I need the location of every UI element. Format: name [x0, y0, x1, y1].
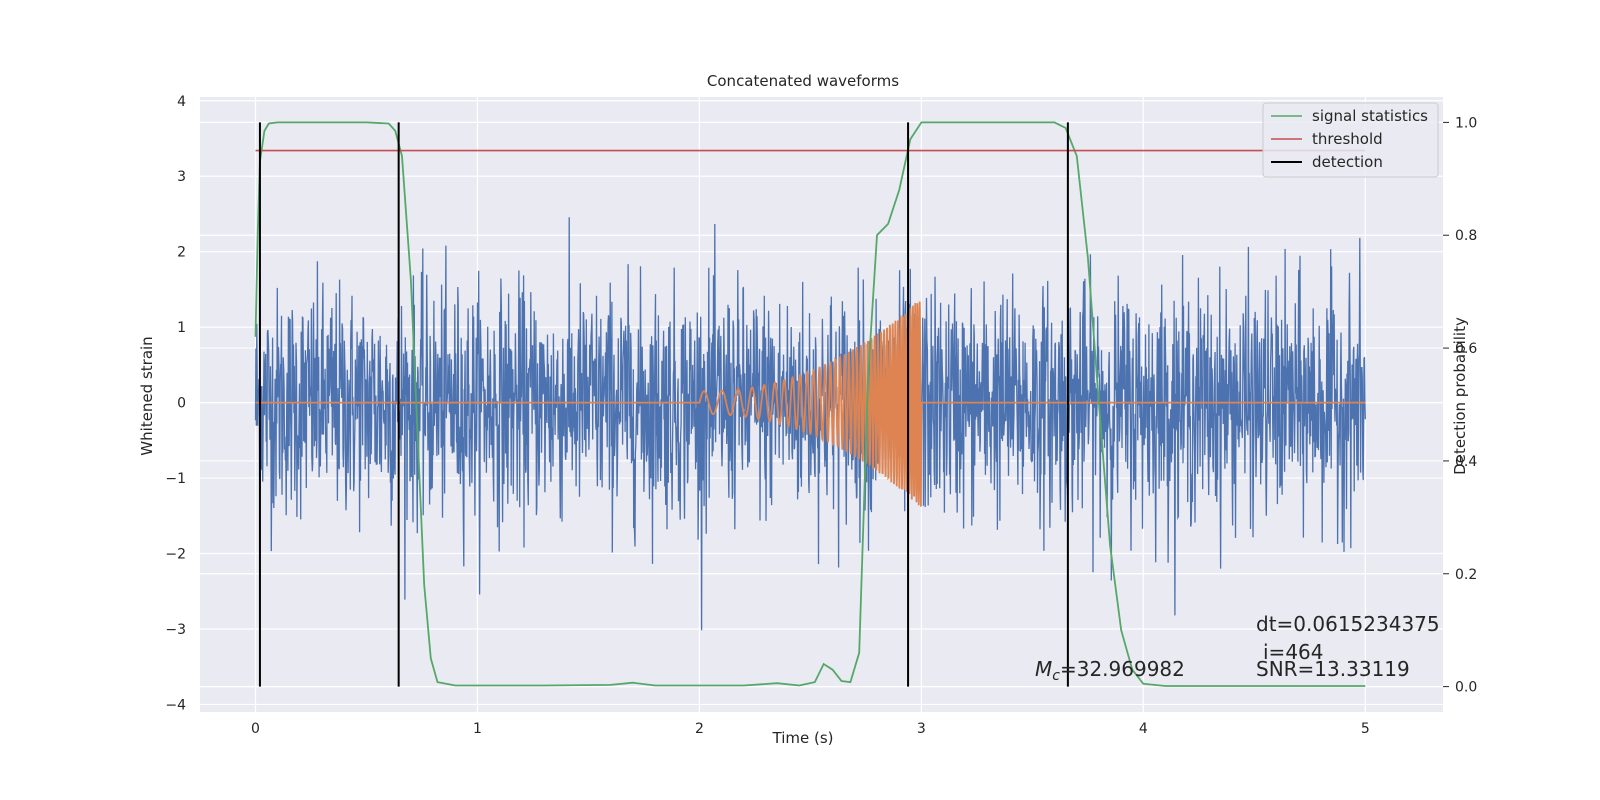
- i-annotation: i=464: [1263, 640, 1324, 664]
- y-tick-label: 3: [177, 169, 186, 185]
- y-tick-label: −4: [165, 697, 186, 713]
- y2-tick-label: 0.0: [1455, 680, 1477, 696]
- y-tick-label: −3: [165, 622, 186, 638]
- y2-tick-label: 1.0: [1455, 115, 1477, 131]
- tick-labels: 0 1 2 3 4 5 −4 −3 −2 −1 0 1 2 3 4 0.0 0.2 0.4 0.6 0.8 1.0: [165, 94, 1477, 737]
- x-tick-label: 0: [251, 721, 260, 737]
- strain-line: [254, 217, 1366, 631]
- y-tick-label: 4: [177, 94, 186, 110]
- detection-series: [258, 122, 1069, 687]
- mc-subscript: c: [1052, 668, 1060, 684]
- legend: signal statistics threshold detection: [1262, 102, 1439, 178]
- x-axis-label: Time (s): [772, 729, 834, 747]
- y-tick-label: 1: [177, 320, 186, 336]
- chart-title: Concatenated waveforms: [707, 72, 899, 90]
- snr-annotation: SNR=13.33119: [1256, 657, 1410, 681]
- annotations: Mc=32.969982 dt=0.0615234375 i=464 SNR=1…: [1035, 612, 1440, 684]
- strain-series: [254, 217, 1366, 631]
- mc-annotation: Mc=32.969982: [1035, 657, 1185, 684]
- y-tick-label: 2: [177, 245, 186, 261]
- y-tick-label: −1: [165, 471, 186, 487]
- y-tick-label: −2: [165, 547, 186, 563]
- right-axis-label: Detection probability: [1451, 317, 1469, 475]
- legend-signal-statistics-label: signal statistics: [1312, 107, 1428, 125]
- x-tick-label: 1: [473, 721, 482, 737]
- signal-statistics-line: [254, 121, 1366, 687]
- x-tick-label: 5: [1361, 721, 1370, 737]
- signal-statistics-series: [254, 121, 1366, 687]
- legend-detection-label: detection: [1312, 153, 1383, 171]
- y-axis-label: Whitened strain: [138, 336, 156, 455]
- y2-tick-label: 0.2: [1455, 567, 1477, 583]
- injection-line: [255, 301, 1366, 507]
- y2-tick-label: 0.6: [1455, 341, 1477, 357]
- x-tick-label: 3: [917, 721, 926, 737]
- mc-symbol: M: [1035, 657, 1052, 681]
- injection-series: [255, 301, 1366, 507]
- y-tick-label: 0: [177, 396, 186, 412]
- x-tick-label: 4: [1139, 721, 1148, 737]
- dt-annotation: dt=0.0615234375: [1256, 612, 1440, 636]
- mc-value: =32.969982: [1060, 657, 1185, 681]
- legend-threshold-label: threshold: [1312, 130, 1383, 148]
- y2-tick-label: 0.8: [1455, 228, 1477, 244]
- y2-tick-label: 0.4: [1455, 454, 1477, 470]
- legend-box: [1262, 102, 1439, 178]
- x-tick-label: 2: [695, 721, 704, 737]
